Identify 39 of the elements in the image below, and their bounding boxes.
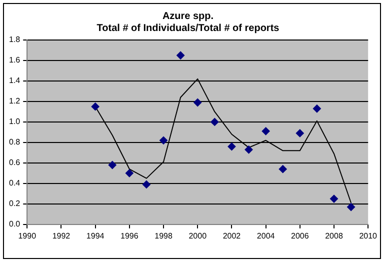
y-tick-label: 1.2 <box>8 96 21 106</box>
y-tick-label: 1.4 <box>8 76 21 86</box>
point <box>278 165 287 174</box>
x-tick-label: 1992 <box>52 231 71 240</box>
x-tick-label: 2008 <box>325 231 344 240</box>
x-tick-label: 2010 <box>359 231 378 240</box>
point <box>176 51 185 60</box>
chart-title: Azure spp. <box>162 10 214 22</box>
y-tick-label: 0.8 <box>8 138 21 147</box>
point <box>330 194 338 203</box>
y-tick-label: 1.8 <box>8 35 21 44</box>
point <box>125 169 134 178</box>
point <box>194 98 202 106</box>
x-tick-label: 2002 <box>222 231 242 240</box>
y-tick-label: 0.6 <box>8 158 21 168</box>
point <box>228 142 236 151</box>
x-tick-label: 2006 <box>291 231 310 240</box>
x-tick-label: 1990 <box>18 231 37 240</box>
x-tick-label: 1994 <box>86 231 105 240</box>
point <box>262 127 270 136</box>
chart-subtitle: Total # of Individuals/Total # of reports <box>96 22 280 34</box>
y-tick-label: 0.4 <box>8 178 21 188</box>
point <box>244 146 253 154</box>
point <box>296 129 304 138</box>
y-tick-label: 0.2 <box>8 199 21 208</box>
y-tick-label: 1.0 <box>8 117 21 126</box>
x-tick-label: 2000 <box>188 231 208 240</box>
point <box>160 136 168 144</box>
point <box>347 202 356 211</box>
point <box>91 102 100 111</box>
y-tick-label: 0.0 <box>8 220 21 229</box>
point <box>108 160 116 169</box>
y-tick-label: 1.6 <box>8 56 21 65</box>
point <box>210 118 219 126</box>
x-tick-label: 1996 <box>120 231 139 240</box>
x-tick-label: 1998 <box>154 231 173 240</box>
x-tick-label: 2004 <box>256 231 276 240</box>
point <box>312 104 321 113</box>
point <box>142 180 150 188</box>
